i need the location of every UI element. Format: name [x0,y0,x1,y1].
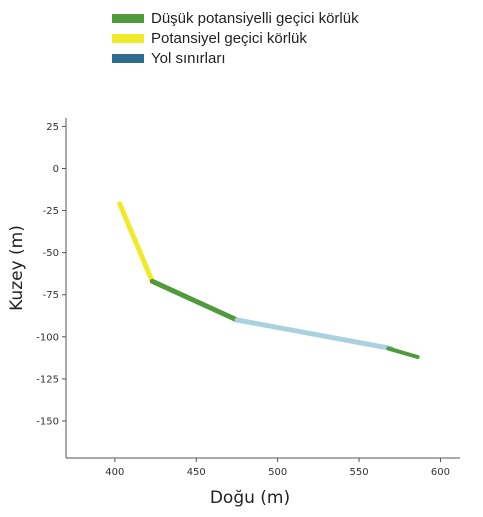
legend-item-low-potential: Düşük potansiyelli geçici körlük [112,8,359,28]
series-line-3 [386,346,420,359]
x-tick-label: 400 [105,467,124,478]
legend-item-potential: Potansiyel geçici körlük [112,28,359,48]
y-tick-label: 0 [53,164,59,175]
y-tick-label: 25 [46,122,59,133]
y-tick-label: -125 [36,374,59,385]
legend: Düşük potansiyelli geçici körlük Potansi… [112,8,359,68]
x-tick-label: 450 [187,467,206,478]
series-line-2 [234,317,395,352]
y-axis-label: Kuzey (m) [7,225,27,311]
legend-item-road-boundaries: Yol sınırları [112,48,359,68]
y-tick-label: -150 [36,416,59,427]
y-tick-label: -25 [43,206,59,217]
legend-label: Yol sınırları [151,49,226,67]
series-line-1 [149,278,240,323]
y-tick-label: -75 [43,290,59,301]
legend-swatch-yellow [112,33,144,43]
x-tick-label: 550 [350,467,369,478]
series-line-0 [117,201,155,284]
x-tick-label: 600 [431,467,450,478]
y-tick-label: -50 [43,248,59,259]
legend-swatch-green [112,13,144,23]
series [117,201,420,359]
legend-label: Potansiyel geçici körlük [151,29,307,47]
legend-swatch-blue [112,53,144,63]
ticks: 400 450 500 550 600 25 0 -25 -50 -75 -100 -125 -150 [36,122,450,478]
axes [65,118,460,459]
x-axis-label: Doğu (m) [210,488,290,508]
legend-label: Düşük potansiyelli geçici körlük [151,9,359,27]
x-tick-label: 500 [268,467,287,478]
y-tick-label: -100 [36,332,59,343]
